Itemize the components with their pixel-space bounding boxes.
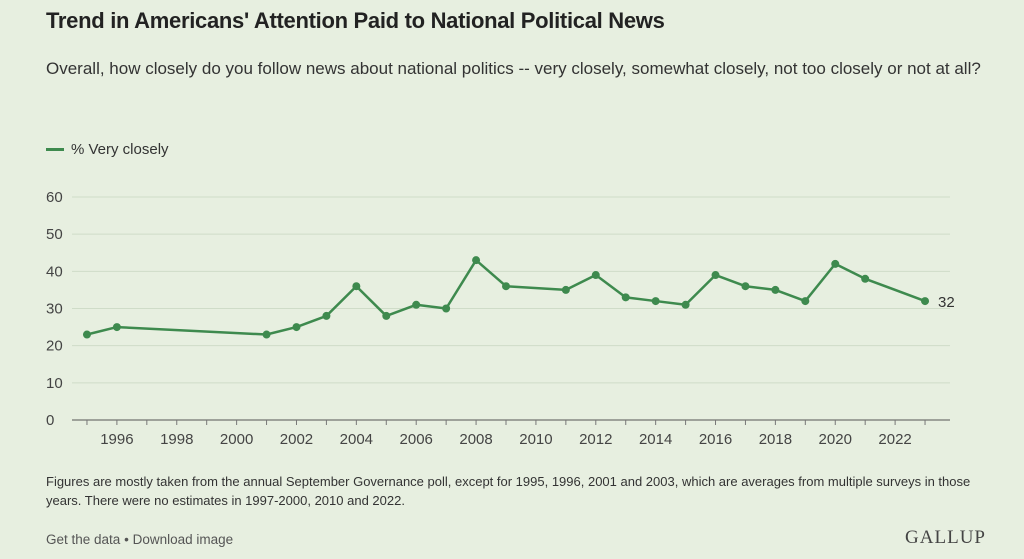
footer-links: Get the data • Download image — [46, 532, 233, 547]
y-tick-label: 60 — [46, 189, 63, 206]
x-tick-label: 2016 — [699, 431, 732, 448]
data-point — [292, 323, 301, 332]
data-point — [921, 297, 930, 306]
legend-swatch — [46, 148, 64, 151]
data-point — [472, 256, 481, 265]
x-tick-label: 1996 — [100, 431, 133, 448]
data-point — [861, 274, 870, 283]
x-tick-label: 2014 — [639, 431, 672, 448]
y-tick-label: 10 — [46, 375, 63, 392]
x-tick-label: 2018 — [759, 431, 792, 448]
x-tick-label: 2004 — [340, 431, 373, 448]
data-point — [801, 297, 810, 306]
data-point — [352, 282, 361, 291]
data-point — [711, 271, 720, 280]
y-tick-label: 50 — [46, 226, 63, 243]
end-value-label: 32 — [938, 294, 955, 311]
line-chart: 0 10 20 30 40 50 60 1996 1998 2000 2002 2004 2006 200… — [46, 189, 955, 448]
data-point — [831, 259, 840, 268]
gallup-logo: GALLUP — [905, 527, 986, 548]
x-tick-label: 2006 — [400, 431, 433, 448]
footnote: Figures are mostly taken from the annual… — [46, 474, 971, 508]
data-point — [322, 311, 331, 320]
data-point — [651, 297, 660, 306]
x-tick-label: 2022 — [878, 431, 911, 448]
chart-subtitle: Overall, how closely do you follow news … — [46, 59, 981, 78]
x-tick-label: 1998 — [160, 431, 193, 448]
data-point — [262, 330, 271, 339]
data-point — [621, 293, 630, 302]
data-point — [382, 311, 391, 320]
data-point — [112, 323, 121, 332]
data-point — [561, 285, 570, 294]
data-point — [771, 285, 780, 294]
x-tick-label: 2012 — [579, 431, 612, 448]
get-data-link[interactable]: Get the data — [46, 532, 121, 547]
chart-title: Trend in Americans' Attention Paid to Na… — [46, 8, 665, 33]
data-point — [442, 304, 451, 313]
data-point — [741, 282, 750, 291]
x-tick-label: 2008 — [459, 431, 492, 448]
footer-separator: • — [124, 532, 129, 547]
x-tick-label: 2002 — [280, 431, 313, 448]
y-tick-label: 40 — [46, 263, 63, 280]
legend-label: % Very closely — [71, 141, 169, 158]
x-tick-label: 2000 — [220, 431, 253, 448]
y-tick-label: 20 — [46, 338, 63, 355]
x-tick-label: 2020 — [819, 431, 852, 448]
data-point — [412, 300, 421, 309]
data-point — [502, 282, 510, 291]
download-image-link[interactable]: Download image — [132, 532, 234, 547]
data-point — [591, 271, 600, 280]
data-point — [82, 330, 91, 339]
legend: % Very closely — [46, 141, 169, 158]
x-tick-label: 2010 — [519, 431, 552, 448]
y-tick-label: 30 — [46, 301, 63, 318]
y-tick-label: 0 — [46, 412, 54, 429]
data-point — [681, 300, 690, 309]
